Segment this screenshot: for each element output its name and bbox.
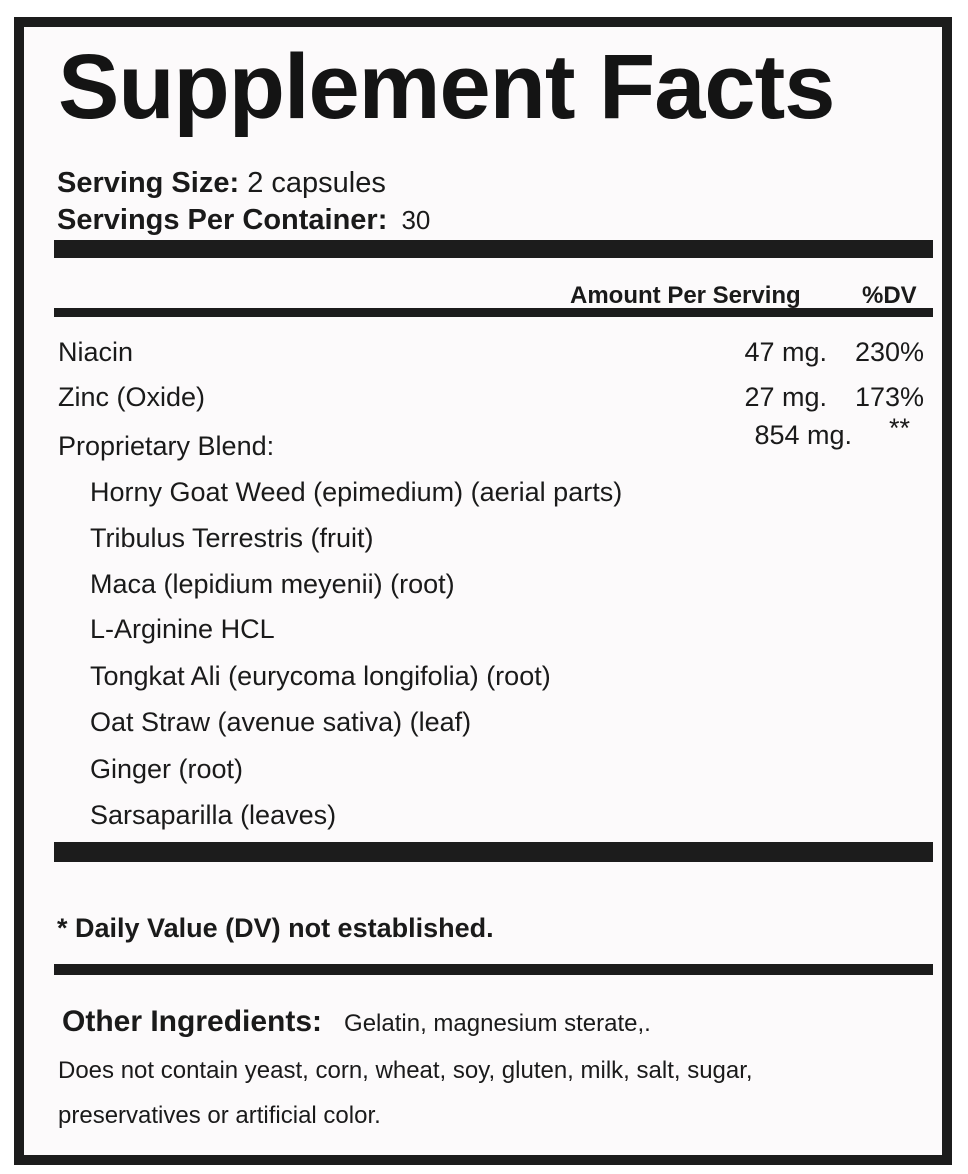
divider-medium — [54, 964, 933, 975]
blend-ingredient: Horny Goat Weed (epimedium) (aerial part… — [90, 477, 623, 507]
nutrient-amount: 27 mg. — [744, 382, 827, 412]
blend-ingredient: L-Arginine HCL — [90, 614, 275, 644]
nutrient-dv: 230% — [854, 337, 924, 367]
servings-per-container-value: 30 — [401, 205, 431, 235]
servings-per-container: Servings Per Container: 30 — [57, 204, 430, 237]
other-ingredients-label: Other Ingredients: — [62, 1005, 323, 1038]
nutrient-amount: 854 mg. — [754, 420, 852, 450]
blend-ingredient: Sarsaparilla (leaves) — [90, 800, 337, 830]
nutrient-amount: 47 mg. — [744, 337, 827, 367]
blend-ingredient: Maca (lepidium meyenii) (root) — [90, 569, 455, 599]
blend-ingredient: Oat Straw (avenue sativa) (leaf) — [90, 707, 472, 737]
nutrient-name: Proprietary Blend: — [58, 431, 275, 461]
daily-value-footnote: * Daily Value (DV) not established. — [57, 913, 494, 943]
serving-size-label: Serving Size: — [57, 167, 240, 199]
other-ingredients: Other Ingredients: Gelatin, magnesium ste… — [62, 1005, 651, 1039]
servings-per-container-label: Servings Per Container: — [57, 204, 388, 236]
other-ingredients-value: Gelatin, magnesium sterate,. — [344, 1010, 651, 1037]
supplement-facts-panel: Supplement Facts Serving Size: 2 capsule… — [14, 17, 952, 1165]
divider-medium — [54, 308, 933, 317]
allergen-statement: Does not contain yeast, corn, wheat, soy… — [58, 1057, 753, 1084]
nutrient-name: Niacin — [58, 337, 134, 367]
nutrient-name: Zinc (Oxide) — [58, 382, 206, 412]
blend-ingredient: Tribulus Terrestris (fruit) — [90, 523, 374, 553]
nutrient-dv: 173% — [854, 382, 924, 412]
blend-ingredient: Tongkat Ali (eurycoma longifolia) (root) — [90, 661, 551, 691]
serving-size-value: 2 capsules — [247, 167, 386, 199]
allergen-statement: preservatives or artificial color. — [58, 1102, 381, 1129]
serving-size: Serving Size: 2 capsules — [57, 167, 386, 200]
amount-per-serving-header: Amount Per Serving — [570, 282, 801, 309]
page-title: Supplement Facts — [58, 36, 835, 138]
nutrient-dv: ** — [888, 413, 910, 443]
blend-ingredient: Ginger (root) — [90, 754, 244, 784]
divider-thick — [54, 842, 933, 862]
divider-thick — [54, 240, 933, 258]
dv-header: %DV — [862, 282, 917, 309]
